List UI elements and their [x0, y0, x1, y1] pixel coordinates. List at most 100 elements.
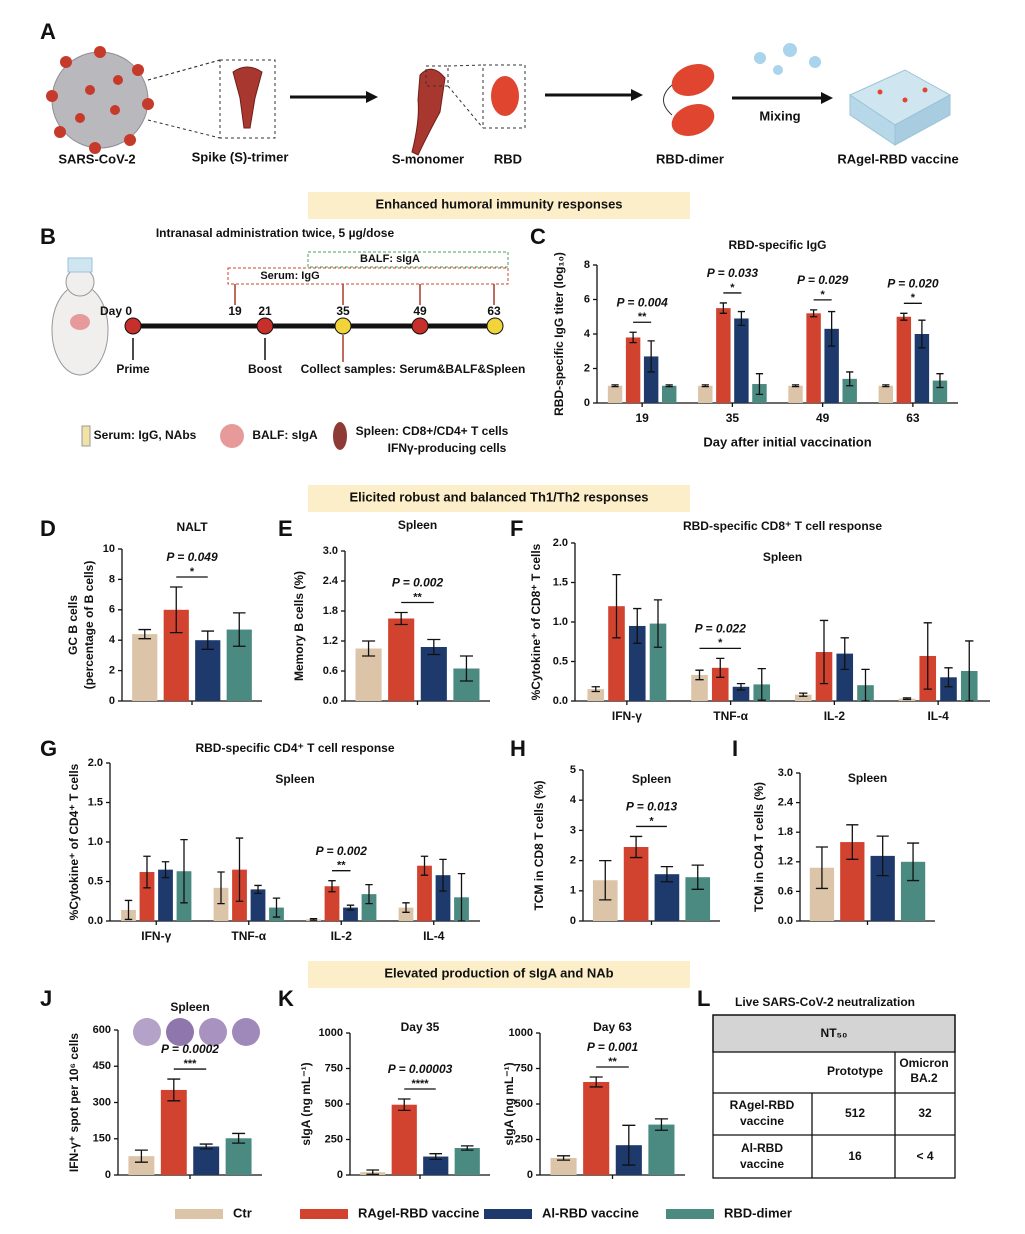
panel-letter: I	[732, 736, 738, 761]
error-bar	[134, 1149, 148, 1163]
bar	[806, 313, 821, 403]
y-tick-label: 1000	[319, 1027, 343, 1039]
y-tick-label: 0.0	[553, 695, 568, 707]
y-tick-label: 4	[109, 634, 116, 646]
row-label: vaccine	[740, 1114, 784, 1128]
banner	[308, 961, 690, 988]
y-axis-label: GC B cells	[66, 595, 80, 655]
sig-stars: **	[608, 1056, 617, 1068]
error-bar	[660, 865, 674, 883]
panel-letter: L	[697, 986, 710, 1011]
error-bar	[861, 668, 870, 702]
error-bar	[622, 1124, 636, 1166]
y-tick-label: 150	[93, 1133, 111, 1145]
bar	[132, 634, 158, 701]
table-frame	[712, 1014, 956, 1179]
error-bar	[944, 667, 953, 688]
panel-letter: G	[40, 736, 57, 761]
p-value: P = 0.013	[626, 800, 678, 814]
bar	[391, 1104, 417, 1175]
bar	[195, 640, 221, 701]
y-tick-label: 4	[584, 328, 591, 340]
sig-stars: **	[413, 591, 422, 603]
y-tick-label: 1.5	[88, 796, 103, 808]
error-bar	[965, 640, 974, 702]
y-tick-label: 300	[93, 1096, 111, 1108]
error-bar	[876, 835, 889, 877]
legend-label: Ctr	[233, 1205, 252, 1220]
y-axis-label: TCM in CD8 T cells (%)	[532, 780, 546, 910]
chart-title: Spleen	[848, 771, 887, 785]
y-tick-label: 1.0	[553, 616, 568, 628]
panel-letter: K	[278, 986, 294, 1011]
y-axis-label: %Cytokine⁺ of CD8⁺ T cells	[529, 543, 543, 700]
error-bar	[460, 1145, 474, 1151]
panel-b-art	[51, 251, 509, 450]
y-tick-label: 250	[515, 1133, 533, 1145]
bar	[698, 385, 713, 403]
bar	[324, 886, 340, 921]
bar	[836, 653, 854, 701]
error-bar	[591, 686, 600, 693]
y-tick-label: 0	[105, 1169, 111, 1181]
error-bar	[557, 1155, 571, 1161]
p-value: P = 0.001	[587, 1040, 639, 1054]
bar	[716, 308, 731, 403]
y-tick-label: 250	[325, 1133, 343, 1145]
error-bar	[815, 846, 829, 890]
box-label: BALF: sIgA	[360, 253, 420, 265]
sample-label: Spleen: CD8+/CD4+ T cells	[356, 424, 509, 438]
banner	[308, 485, 690, 512]
error-bar	[254, 884, 262, 894]
bar	[608, 606, 625, 701]
p-value: P = 0.004	[616, 295, 668, 309]
x-tick-label: 35	[726, 411, 740, 425]
y-tick-label: 0.6	[323, 665, 338, 677]
y-tick-label: 2	[109, 665, 115, 677]
error-bar	[629, 331, 637, 344]
error-bar	[846, 824, 859, 860]
y-axis-label: IFN-γ⁺ spot per 10⁶ cells	[67, 1033, 81, 1173]
bar	[649, 623, 667, 701]
y-tick-label: 1.2	[778, 856, 793, 868]
bar	[788, 385, 803, 403]
error-bar	[716, 657, 725, 678]
panel-a-label: RAgel-RBD vaccine	[837, 151, 958, 166]
x-tick-label: IFN-γ	[141, 929, 171, 943]
banner-text: Elevated production of sIgA and NAb	[384, 965, 613, 980]
y-axis-label: Memory B cells (%)	[292, 571, 306, 681]
y-tick-label: 1.2	[323, 635, 338, 647]
table-cell: 16	[848, 1149, 862, 1163]
y-tick-label: 1.8	[323, 605, 338, 617]
y-tick-label: 0.5	[88, 875, 103, 887]
bar	[587, 689, 605, 701]
error-bar	[217, 871, 225, 905]
row-label: Al-RBD	[741, 1141, 783, 1155]
y-axis-label: TCM in CD4 T cells (%)	[752, 782, 766, 912]
bar	[691, 674, 708, 701]
chart-title: RBD-specific IgG	[728, 238, 826, 252]
panel-letter: C	[530, 224, 546, 249]
panel-letter: J	[40, 986, 52, 1011]
error-bar	[232, 612, 246, 647]
error-bar	[654, 1118, 668, 1131]
banner	[308, 192, 690, 219]
sig-stars: *	[718, 637, 723, 649]
legend-label: Al-RBD vaccine	[542, 1205, 639, 1220]
x-tick-label: IL-2	[824, 709, 846, 723]
bar	[355, 648, 382, 701]
error-bar	[232, 1132, 246, 1144]
panel-a-label: RBD-dimer	[656, 151, 724, 166]
error-bar	[362, 640, 376, 657]
x-tick-label: IL-4	[927, 709, 949, 723]
bar	[398, 907, 414, 921]
y-tick-label: 1.5	[553, 576, 568, 588]
error-bar	[201, 630, 215, 650]
day-label: 35	[336, 304, 350, 318]
error-bar	[599, 859, 612, 901]
y-tick-label: 2	[584, 362, 590, 374]
error-bar	[923, 622, 932, 690]
column-header: BA.2	[910, 1071, 938, 1085]
y-tick-label: 8	[584, 259, 590, 271]
sig-stars: **	[337, 860, 346, 872]
